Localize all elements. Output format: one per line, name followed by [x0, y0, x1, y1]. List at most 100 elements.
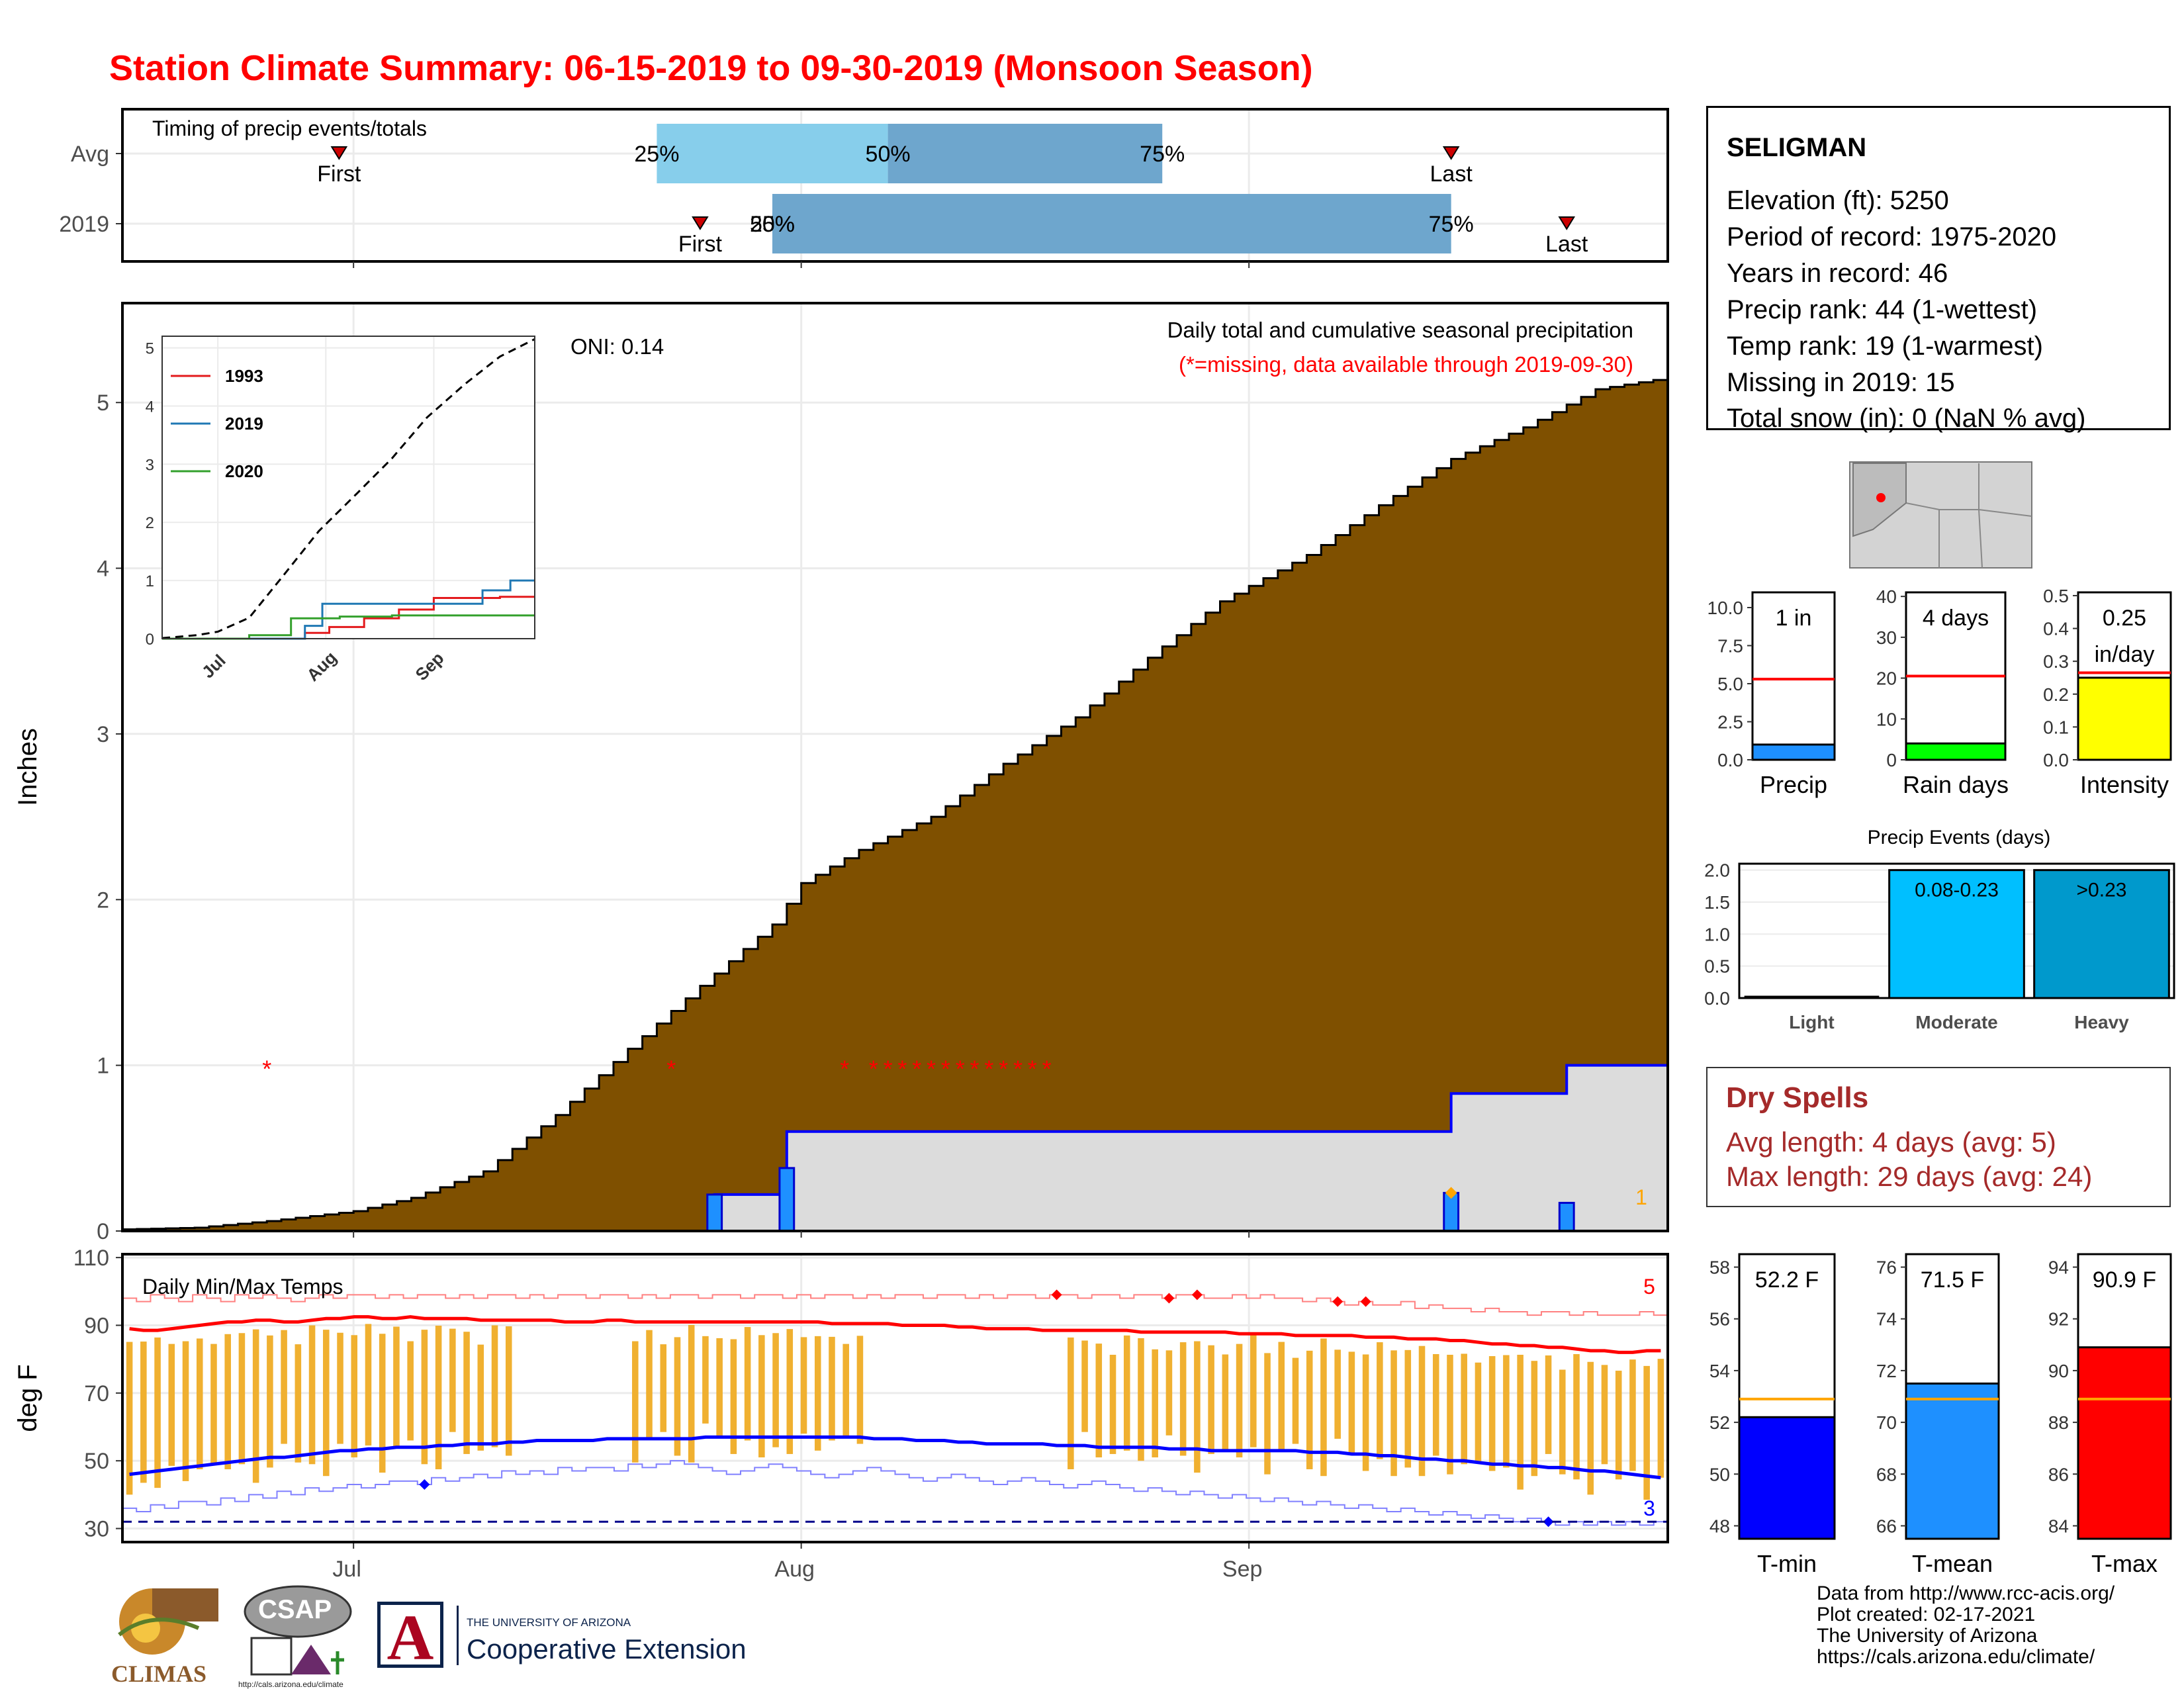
- daily-temp-bar: [1264, 1353, 1271, 1475]
- daily-temp-bar: [1390, 1350, 1397, 1477]
- gauge-intensity-ytick-label: 0.2: [2043, 684, 2069, 705]
- daily-temp-bar: [1573, 1353, 1580, 1480]
- last-event-marker: [1442, 146, 1460, 160]
- footer-line-url: https://cals.arizona.edu/climate/: [1817, 1646, 2095, 1668]
- daily-temp-bar: [1629, 1359, 1636, 1471]
- gauge-intensity-ytick-label: 0.1: [2043, 717, 2069, 737]
- gauge-raindays-ytick-label: 20: [1876, 668, 1897, 689]
- inset-ytick-label: 5: [146, 340, 154, 358]
- daily-temp-bar: [196, 1338, 203, 1469]
- daily-temp-bar: [1222, 1354, 1229, 1451]
- event-marker: [1445, 1187, 1457, 1199]
- daily-temp-bar: [1503, 1355, 1510, 1468]
- gauge-intensity-ytick-label: 0.0: [2043, 750, 2069, 770]
- footer-line-created: Plot created: 02-17-2021: [1817, 1604, 2036, 1625]
- daily-temp-bar: [477, 1344, 484, 1451]
- missing-day-star: *: [840, 1056, 849, 1083]
- inset-plot-bg: [162, 336, 535, 639]
- daily-temp-bar: [1377, 1342, 1383, 1459]
- missing-day-star: *: [999, 1056, 1008, 1083]
- last-event-label: Last: [1430, 161, 1473, 187]
- temp-count-bottom: 3: [1643, 1496, 1655, 1520]
- daily-temp-bar: [1432, 1353, 1439, 1456]
- daily-temp-bar: [281, 1330, 287, 1444]
- timing-plot-border: [121, 108, 1669, 263]
- daily-temp-bar: [800, 1337, 807, 1434]
- avg-min-line: [129, 1435, 1661, 1480]
- station-map: [1849, 461, 2032, 569]
- daily-temp-bar: [154, 1337, 161, 1488]
- daily-temp-bar: [814, 1336, 821, 1451]
- daily-temp-bar: [224, 1334, 231, 1469]
- daily-temp-bar: [1250, 1334, 1257, 1447]
- daily-temp-bar: [1531, 1361, 1538, 1477]
- daily-temp-bar: [1643, 1365, 1650, 1500]
- daily-temp-bar: [1292, 1357, 1299, 1444]
- precip-ytick-label: 4: [97, 557, 109, 582]
- missing-day-star: *: [927, 1056, 936, 1083]
- gauge-tmean-ytick-label: 66: [1876, 1516, 1897, 1536]
- daily-temp-bar: [238, 1333, 246, 1465]
- temp-ytick-label: 70: [84, 1381, 109, 1406]
- timing-row-label: Avg: [71, 142, 109, 167]
- gauge-precip-ytick-label: 2.5: [1717, 712, 1743, 733]
- climas-logo-text: CLIMAS: [111, 1661, 207, 1687]
- timing-pct-label: 25%: [750, 212, 795, 237]
- csap-logo: CSAP http://cals.arizona.edu/climate: [238, 1582, 357, 1689]
- inset-legend-label: 2020: [225, 461, 263, 481]
- daily-temp-bar: [1418, 1346, 1426, 1477]
- page-title: Station Climate Summary: 06-15-2019 to 0…: [109, 48, 1313, 88]
- gauge-tmin-bar: [1738, 1416, 1836, 1540]
- station-name: SELIGMAN: [1727, 133, 1867, 162]
- record-min-line: [122, 1460, 1668, 1526]
- daily-temp-bar: [632, 1341, 639, 1463]
- footer-line-university: The University of Arizona: [1817, 1625, 2038, 1647]
- gauge-tmean-ytick-label: 72: [1876, 1361, 1897, 1381]
- daily-temp-bar: [505, 1326, 512, 1456]
- gauge-tmin-ytick-label: 58: [1709, 1257, 1730, 1278]
- daily-temp-bar: [1475, 1362, 1482, 1463]
- daily-temp-bar: [1165, 1350, 1173, 1436]
- inset-ytick-label: 4: [146, 398, 154, 416]
- daily-temp-bar: [1362, 1354, 1369, 1471]
- timing-bar-segment: [772, 194, 1451, 253]
- station-temp-rank: Temp rank: 19 (1-warmest): [1727, 332, 2043, 361]
- events-xtick-label: Heavy: [2074, 1012, 2129, 1032]
- daily-temp-bar: [140, 1342, 147, 1483]
- temp-ytick-label: 110: [73, 1246, 109, 1271]
- station-info-box: SELIGMAN Elevation (ft): 5250 Period of …: [1706, 106, 2171, 433]
- last-event-marker: [1558, 216, 1576, 230]
- precip-title: Daily total and cumulative seasonal prec…: [1167, 318, 1633, 342]
- gauge-tmin-category-label: T-min: [1757, 1550, 1817, 1577]
- daily-temp-bar: [421, 1330, 428, 1465]
- csap-logo-text: CSAP: [258, 1595, 332, 1624]
- gauge-tmin-value-label: 52.2 F: [1755, 1267, 1819, 1293]
- daily-temp-bar: [449, 1328, 456, 1432]
- station-precip-rank: Precip rank: 44 (1-wettest): [1727, 295, 2038, 324]
- gauge-tmax-ytick-label: 84: [2048, 1516, 2069, 1536]
- gauge-raindays-category-label: Rain days: [1903, 771, 2009, 798]
- gauge-intensity-value-label: in/day: [2095, 642, 2155, 667]
- daily-temp-bar: [323, 1330, 330, 1477]
- missing-day-star: *: [666, 1056, 676, 1083]
- inset-legend-label: 1993: [225, 366, 263, 386]
- events-xtick-label: Light: [1789, 1012, 1834, 1032]
- daily-temp-bar: [660, 1344, 667, 1432]
- inset-series-2020: [162, 614, 535, 640]
- daily-temp-bar: [1109, 1354, 1116, 1454]
- gauge-tmax-ytick-label: 88: [2048, 1412, 2069, 1433]
- missing-day-star: *: [884, 1056, 893, 1083]
- dry-spells-box: Dry Spells Avg length: 4 days (avg: 5) M…: [1706, 1067, 2171, 1207]
- daily-temp-bar: [168, 1344, 175, 1466]
- ua-logo-letter: A: [377, 1602, 443, 1671]
- gauge-raindays-ytick-label: 10: [1876, 709, 1897, 729]
- gauge-raindays-ytick-label: 40: [1876, 586, 1897, 607]
- daily-temp-bar: [772, 1333, 779, 1447]
- temp-xtick-label: Jul: [332, 1557, 361, 1582]
- daily-temp-bar: [126, 1342, 133, 1495]
- events-bar-moderate: [1888, 869, 2025, 999]
- events-ytick-label: 1.5: [1704, 892, 1730, 913]
- gauge-tmax-bar: [2077, 1346, 2172, 1540]
